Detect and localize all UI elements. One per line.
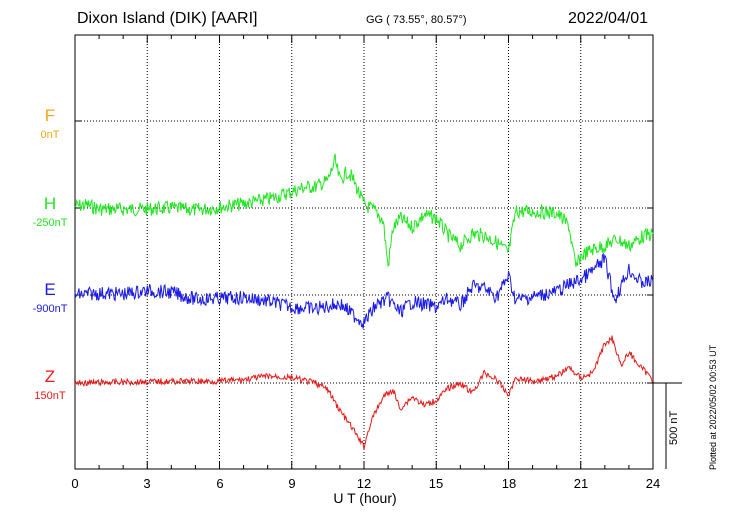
x-tick-3: 3 <box>143 476 151 491</box>
x-tick-6: 6 <box>216 476 224 491</box>
x-tick-18: 18 <box>501 476 517 491</box>
x-tick-0: 0 <box>71 476 79 491</box>
station-title: Dixon Island (DIK) [AARI] <box>77 10 258 27</box>
x-axis-label: U T (hour) <box>333 490 397 506</box>
scale-bar-label: 500 nT <box>668 410 680 445</box>
baseline-h: -250nT <box>32 217 68 229</box>
station-coordinates: GG ( 73.55°, 80.57°) <box>366 14 467 26</box>
grid <box>74 34 654 470</box>
x-tick-12: 12 <box>356 476 372 491</box>
x-tick-24: 24 <box>645 476 661 491</box>
series-group <box>74 153 654 450</box>
label-f: F <box>44 106 56 125</box>
label-h: H <box>43 194 57 213</box>
x-tick-21: 21 <box>573 476 589 491</box>
label-e: E <box>44 280 56 299</box>
x-tick-15: 15 <box>428 476 444 491</box>
series-line-e <box>74 252 654 329</box>
baseline-f: 0nT <box>40 129 60 141</box>
label-z: Z <box>44 367 56 386</box>
baseline-z: 150nT <box>34 390 66 402</box>
plotted-timestamp: Plotted at 2022/05/02 00:53 UT <box>708 344 718 470</box>
baseline-e: -900nT <box>32 303 68 315</box>
x-tick-9: 9 <box>288 476 296 491</box>
series-line-z <box>74 335 654 450</box>
plot-date: 2022/04/01 <box>568 10 649 27</box>
series-line-h <box>74 153 654 267</box>
